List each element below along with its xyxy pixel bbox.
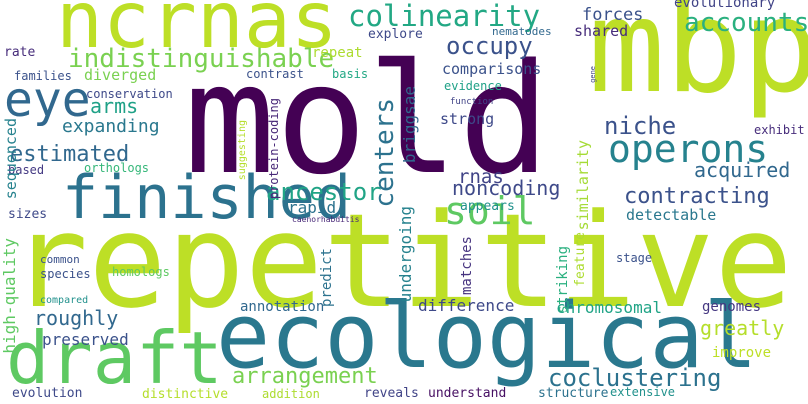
word-repeat: repeat (312, 45, 363, 61)
word-annotation: annotation (240, 299, 325, 315)
word-rnas: rnas (458, 166, 504, 188)
word-difference: difference (418, 296, 515, 315)
word-ecological: ecological (216, 284, 758, 389)
word-similarity: similarity (574, 140, 592, 231)
word-reveals: reveals (364, 386, 419, 401)
word-feature: feature (573, 232, 588, 287)
word-estimated: estimated (10, 142, 130, 167)
word-briggsae: briggsae (400, 86, 419, 164)
word-repetitive: repetitive (10, 185, 793, 337)
word-families: families (14, 69, 72, 83)
word-gene: gene (589, 66, 597, 83)
word-based: based (8, 163, 45, 177)
word-distinctive: distinctive (142, 387, 229, 402)
word-arrangement: arrangement (232, 364, 378, 389)
word-mold: mold (184, 31, 551, 208)
word-ancestor: ancestor (266, 178, 382, 206)
word-explore: explore (368, 27, 423, 42)
word-caenorhabditis: caenorhabditis (292, 215, 360, 224)
word-strong: strong (440, 110, 495, 128)
word-operons: operons (608, 127, 769, 171)
word-addition: addition (262, 387, 320, 401)
word-extensive: extensive (610, 385, 676, 399)
word-rapid: rapid (288, 198, 337, 217)
word-detectable: detectable (626, 206, 717, 224)
word-exhibit: exhibit (754, 123, 805, 137)
word-protein-coding: protein-coding (267, 98, 281, 200)
word-ncrnas: ncrnas (56, 0, 338, 66)
word-arms: arms (90, 94, 139, 118)
word-niche: niche (604, 112, 677, 140)
word-structure: structure (538, 386, 609, 401)
word-high-quality: high-quality (0, 238, 19, 354)
word-understand: understand (428, 386, 507, 401)
word-striking: striking (555, 246, 571, 314)
word-diverged: diverged (84, 66, 157, 84)
word-eye: eye (4, 72, 91, 128)
word-predict: predict (319, 248, 335, 308)
word-coclustering: coclustering (548, 364, 722, 392)
word-comparisons: comparisons (442, 60, 542, 78)
word-sizes: sizes (8, 207, 48, 222)
word-forces: forces (582, 5, 644, 25)
word-draft: draft (6, 316, 223, 400)
word-homologs: homologs (112, 265, 170, 279)
word-accounts: accounts (684, 8, 808, 38)
word-genomes: genomes (702, 299, 762, 315)
word-rate: rate (4, 45, 36, 60)
word-contracting: contracting (624, 184, 770, 209)
word-nematodes: nematodes (492, 25, 552, 38)
word-chromosomal: chromosomal (556, 298, 662, 317)
word-basis: basis (332, 67, 369, 81)
word-compared: compared (40, 295, 89, 306)
word-expanding: expanding (62, 116, 160, 137)
word-evolutionary: evolutionary (674, 0, 776, 11)
word-noncoding: noncoding (452, 176, 561, 200)
word-suggesting: suggesting (237, 120, 248, 181)
word-preserved: preserved (42, 330, 129, 349)
word-appears: appears (460, 199, 515, 214)
word-finished: finished (62, 163, 351, 233)
word-colinearity: colinearity (348, 0, 541, 33)
word-matches: matches (459, 236, 475, 296)
word-indistinguishable: indistinguishable (68, 44, 335, 74)
word-shared: shared (574, 22, 629, 40)
word-centers: centers (370, 98, 400, 208)
word-evidence: evidence (444, 79, 502, 93)
word-common: common (40, 253, 80, 266)
word-improve: improve (712, 345, 772, 361)
word-roughly: roughly (34, 306, 119, 330)
word-mbp: mbp (588, 0, 808, 122)
word-acquired: acquired (694, 158, 791, 182)
word-soil: soil (444, 189, 536, 233)
word-evolution: evolution (12, 386, 83, 401)
word-greatly: greatly (700, 316, 785, 340)
word-occupy: occupy (446, 32, 533, 60)
word-contrast: contrast (246, 67, 304, 81)
word-function: function (450, 97, 494, 107)
word-sequenced: sequenced (2, 118, 20, 200)
word-undergoing: undergoing (396, 206, 415, 303)
word-orthologs: orthologs (84, 161, 150, 175)
word-stage: stage (616, 251, 653, 265)
word-conservation: conservation (86, 87, 173, 101)
word-species: species (40, 267, 91, 281)
